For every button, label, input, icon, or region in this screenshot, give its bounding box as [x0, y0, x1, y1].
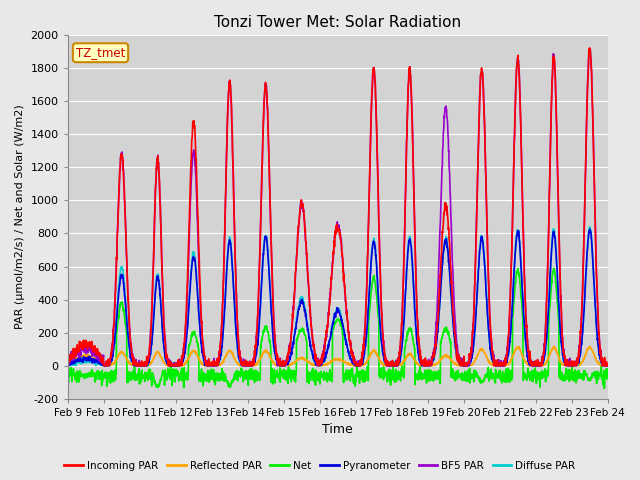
- Reflected PAR: [214, 362, 222, 368]
- Reflected PAR: [572, 363, 579, 369]
- Incoming PAR: [365, 196, 373, 202]
- Y-axis label: PAR (μmol/m2/s) / Net and Solar (W/m2): PAR (μmol/m2/s) / Net and Solar (W/m2): [15, 105, 25, 329]
- Diffuse PAR: [604, 363, 611, 369]
- Pyranometer: [353, 363, 361, 369]
- Line: BF5 PAR: BF5 PAR: [68, 49, 607, 366]
- Reflected PAR: [365, 354, 373, 360]
- Pyranometer: [64, 361, 72, 367]
- BF5 PAR: [64, 358, 72, 363]
- Title: Tonzi Tower Met: Solar Radiation: Tonzi Tower Met: Solar Radiation: [214, 15, 461, 30]
- Net: [600, 385, 608, 391]
- Reflected PAR: [604, 362, 611, 368]
- BF5 PAR: [365, 200, 373, 206]
- Net: [556, 371, 564, 376]
- Diffuse PAR: [353, 363, 361, 369]
- Legend: Incoming PAR, Reflected PAR, Net, Pyranometer, BF5 PAR, Diffuse PAR: Incoming PAR, Reflected PAR, Net, Pyrano…: [60, 456, 580, 475]
- Line: Reflected PAR: Reflected PAR: [68, 347, 607, 366]
- Diffuse PAR: [572, 362, 579, 368]
- Net: [214, 372, 222, 378]
- BF5 PAR: [214, 358, 222, 363]
- Diffuse PAR: [586, 224, 593, 229]
- Pyranometer: [65, 363, 72, 369]
- Net: [353, 363, 361, 369]
- Diffuse PAR: [214, 361, 222, 367]
- Pyranometer: [365, 292, 373, 298]
- Reflected PAR: [353, 362, 361, 368]
- BF5 PAR: [586, 47, 593, 52]
- Line: Incoming PAR: Incoming PAR: [68, 48, 607, 366]
- Diffuse PAR: [365, 291, 373, 297]
- Net: [495, 375, 502, 381]
- Net: [64, 374, 72, 380]
- Incoming PAR: [100, 363, 108, 369]
- BF5 PAR: [353, 359, 361, 364]
- Reflected PAR: [64, 360, 72, 365]
- Incoming PAR: [604, 363, 611, 369]
- Diffuse PAR: [495, 363, 502, 369]
- Net: [550, 265, 557, 271]
- Pyranometer: [572, 362, 579, 368]
- Diffuse PAR: [72, 363, 80, 369]
- Reflected PAR: [495, 363, 502, 369]
- Reflected PAR: [100, 363, 108, 369]
- Net: [604, 372, 611, 378]
- Net: [572, 371, 579, 376]
- Pyranometer: [604, 363, 611, 369]
- Incoming PAR: [64, 352, 72, 358]
- BF5 PAR: [556, 273, 564, 279]
- BF5 PAR: [572, 360, 579, 365]
- BF5 PAR: [495, 361, 502, 367]
- Diffuse PAR: [556, 326, 564, 332]
- BF5 PAR: [604, 363, 611, 369]
- Pyranometer: [556, 324, 564, 330]
- Line: Diffuse PAR: Diffuse PAR: [68, 227, 607, 366]
- BF5 PAR: [100, 363, 108, 369]
- Incoming PAR: [495, 363, 502, 369]
- Line: Net: Net: [68, 268, 607, 388]
- Pyranometer: [495, 363, 502, 369]
- Pyranometer: [214, 359, 222, 364]
- Reflected PAR: [557, 360, 564, 365]
- X-axis label: Time: Time: [323, 423, 353, 436]
- Text: TZ_tmet: TZ_tmet: [76, 46, 125, 59]
- Incoming PAR: [572, 361, 579, 367]
- Reflected PAR: [550, 344, 557, 349]
- Incoming PAR: [586, 45, 593, 51]
- Net: [365, 316, 372, 322]
- Incoming PAR: [556, 274, 564, 279]
- Line: Pyranometer: Pyranometer: [68, 229, 607, 366]
- Incoming PAR: [214, 361, 222, 367]
- Pyranometer: [586, 226, 593, 232]
- Incoming PAR: [353, 363, 361, 369]
- Diffuse PAR: [64, 360, 72, 366]
